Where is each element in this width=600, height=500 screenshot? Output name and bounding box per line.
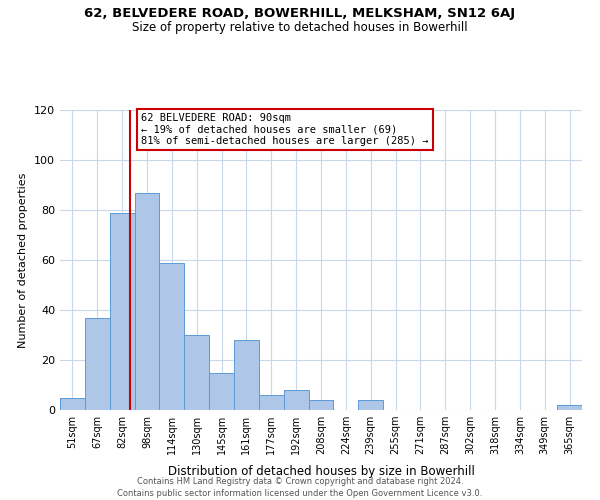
Bar xyxy=(160,262,184,410)
Bar xyxy=(308,400,334,410)
Bar xyxy=(358,400,383,410)
Bar xyxy=(110,212,134,410)
X-axis label: Distribution of detached houses by size in Bowerhill: Distribution of detached houses by size … xyxy=(167,466,475,478)
Y-axis label: Number of detached properties: Number of detached properties xyxy=(19,172,28,348)
Text: Contains public sector information licensed under the Open Government Licence v3: Contains public sector information licen… xyxy=(118,489,482,498)
Bar xyxy=(85,318,110,410)
Bar xyxy=(234,340,259,410)
Bar xyxy=(284,390,308,410)
Bar xyxy=(60,398,85,410)
Bar xyxy=(134,192,160,410)
Text: Contains HM Land Registry data © Crown copyright and database right 2024.: Contains HM Land Registry data © Crown c… xyxy=(137,478,463,486)
Text: Size of property relative to detached houses in Bowerhill: Size of property relative to detached ho… xyxy=(132,21,468,34)
Text: 62, BELVEDERE ROAD, BOWERHILL, MELKSHAM, SN12 6AJ: 62, BELVEDERE ROAD, BOWERHILL, MELKSHAM,… xyxy=(85,8,515,20)
Bar xyxy=(209,372,234,410)
Bar xyxy=(184,335,209,410)
Bar xyxy=(557,405,582,410)
Text: 62 BELVEDERE ROAD: 90sqm
← 19% of detached houses are smaller (69)
81% of semi-d: 62 BELVEDERE ROAD: 90sqm ← 19% of detach… xyxy=(141,113,428,146)
Bar xyxy=(259,395,284,410)
